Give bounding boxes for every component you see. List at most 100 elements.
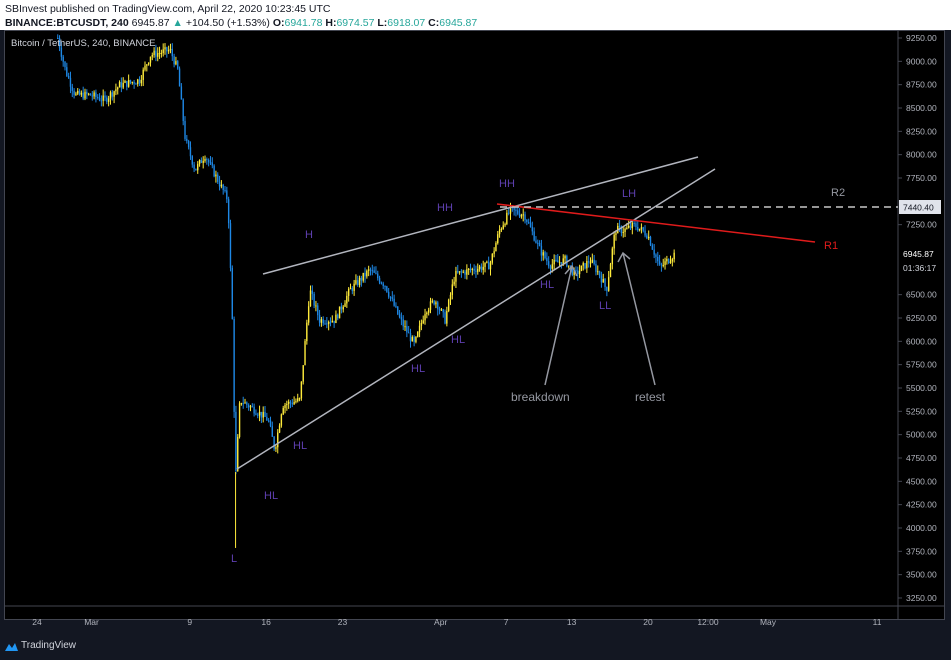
candle-body <box>157 53 159 57</box>
candle-body <box>640 227 643 229</box>
candle-body <box>149 56 152 63</box>
price-tick: 5750.00 <box>906 360 937 370</box>
candle-body <box>600 275 603 283</box>
candle-body <box>604 279 606 287</box>
chart-pane[interactable] <box>4 30 945 620</box>
candle-body <box>657 256 659 262</box>
r1-resistance-line[interactable] <box>496 203 816 243</box>
candle-body <box>477 268 479 272</box>
time-axis[interactable]: 24 Mar 9 16 23 Apr 7 13 20 12:00 May 11 <box>32 617 881 627</box>
published-info: SBInvest published on TradingView.com, A… <box>5 3 331 15</box>
candle-body <box>558 262 561 264</box>
candle-body <box>57 38 59 39</box>
candle-body <box>133 81 135 84</box>
candle-body <box>547 261 550 267</box>
candle-body <box>282 408 284 415</box>
candle-body <box>77 90 79 94</box>
candle-body <box>222 184 224 191</box>
candle-body <box>644 230 646 236</box>
candle-body <box>615 233 617 235</box>
candle-body <box>187 141 190 148</box>
candle-body <box>84 91 86 99</box>
candle-body <box>140 79 143 84</box>
candle-body <box>166 47 168 52</box>
candle-body <box>544 252 546 259</box>
label-hh: HH <box>437 202 453 214</box>
candle-body <box>106 97 108 102</box>
candle-body <box>418 325 421 332</box>
candle-body <box>124 80 126 83</box>
candle-body <box>591 259 594 263</box>
candle-body <box>431 300 434 302</box>
up-triangle-icon: ▲ <box>172 17 183 29</box>
candle-body <box>662 265 664 267</box>
candle-body <box>131 81 133 83</box>
candle-body <box>240 403 243 405</box>
candle-body <box>158 53 161 55</box>
high-label: H: <box>325 17 337 29</box>
candle-body <box>666 258 668 262</box>
label-r2: R2 <box>831 187 845 199</box>
candle-body <box>622 231 624 233</box>
candle-body <box>100 100 103 102</box>
upper-wedge-line[interactable] <box>262 156 699 275</box>
candle-body <box>62 56 64 62</box>
price-axis[interactable]: 9250.00 9000.00 8750.00 8500.00 8250.00 8000.… <box>898 33 937 603</box>
candle-body <box>113 91 115 97</box>
chart-title: Bitcoin / TetherUS, 240, BINANCE <box>11 38 156 49</box>
candle-body <box>655 254 657 257</box>
candle-body <box>578 270 581 275</box>
candle-body <box>238 403 241 437</box>
candle-body <box>224 190 226 192</box>
candle-body <box>509 205 512 214</box>
candle-body <box>191 156 193 165</box>
candle-body <box>584 263 586 269</box>
candle-body <box>307 306 310 323</box>
candle-body <box>469 268 472 270</box>
candle-body <box>471 268 474 270</box>
label-lh: LH <box>622 188 636 200</box>
candle-body <box>120 82 123 88</box>
candle-body <box>531 227 534 232</box>
candle-body <box>651 245 654 250</box>
candle-body <box>493 251 495 254</box>
price-tick: 7250.00 <box>906 220 937 230</box>
label-r1: R1 <box>824 240 838 252</box>
candle-body <box>213 165 215 177</box>
candle-body <box>93 92 95 97</box>
candle-body <box>144 65 146 70</box>
candle-body <box>415 336 417 342</box>
candle-body <box>518 213 521 217</box>
candle-body <box>237 436 239 472</box>
candle-body <box>127 80 130 87</box>
label-hl: HL <box>540 279 554 291</box>
candle-body <box>175 61 177 65</box>
candle-body <box>560 262 563 265</box>
candle-body <box>402 319 404 327</box>
candle-body <box>413 337 415 342</box>
lower-wedge-line[interactable] <box>236 168 716 470</box>
candle-body <box>369 269 372 271</box>
candle-body <box>264 411 266 417</box>
candle-body <box>587 260 590 263</box>
candle-body <box>122 82 124 88</box>
candle-body <box>229 223 232 268</box>
candle-body <box>487 261 490 270</box>
candle-body <box>367 269 370 271</box>
candle-body <box>186 138 188 142</box>
price-tick: 3500.00 <box>906 570 937 580</box>
candle-body <box>66 67 68 76</box>
candle-body <box>227 199 230 224</box>
candle-body <box>398 314 401 318</box>
candle-body <box>80 92 83 95</box>
breakdown-arrow <box>544 264 578 386</box>
candle-body <box>338 306 341 319</box>
candle-body <box>67 75 70 78</box>
candle-body <box>449 294 452 300</box>
candle-body <box>537 242 539 244</box>
candle-body <box>486 261 488 263</box>
candle-body <box>242 403 244 405</box>
candle-body <box>507 212 510 214</box>
candle-body <box>497 234 499 244</box>
candle-body <box>582 263 584 266</box>
